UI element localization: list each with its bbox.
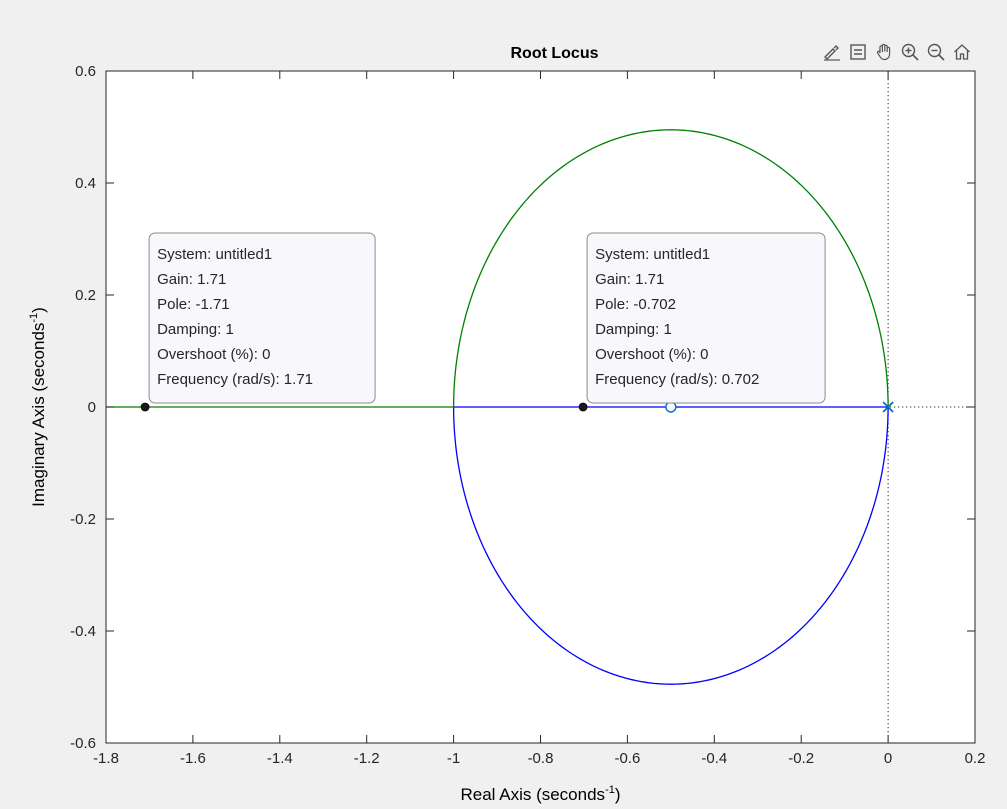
datatip-line-5: Overshoot (%): 0 <box>157 346 270 363</box>
x-tick-label-10: 0.2 <box>965 750 986 767</box>
x-tick-label-1: -1.6 <box>180 750 206 767</box>
zoom-out-icon <box>927 43 945 61</box>
x-tick-label-6: -0.6 <box>614 750 640 767</box>
y-tick-label-5: 0.4 <box>75 175 96 192</box>
locus-branch-1-segment-3 <box>452 406 889 685</box>
datatip-line-3: Pole: -1.71 <box>157 296 230 313</box>
datatip-1: System: untitled1 Gain: 1.71 Pole: -1.71 Da… <box>140 232 376 412</box>
x-tick-label-4: -1 <box>447 750 460 767</box>
brush-button[interactable] <box>820 40 844 64</box>
datatip-line-6: Frequency (rad/s): 1.71 <box>157 371 313 388</box>
zoom-out-button[interactable] <box>924 40 948 64</box>
y-tick-label-3: 0 <box>88 399 96 416</box>
datatip-box <box>586 232 826 404</box>
zoom-in-button[interactable] <box>898 40 922 64</box>
y-tick-label-0: -0.6 <box>70 735 96 752</box>
x-tick-label-8: -0.2 <box>788 750 814 767</box>
datatip-line-2: Gain: 1.71 <box>157 271 226 288</box>
datatip-line-4: Damping: 1 <box>157 321 234 338</box>
y-tick-label-6: 0.6 <box>75 63 96 80</box>
x-tick-label-9: 0 <box>884 750 892 767</box>
datatip-line-3: Pole: -0.702 <box>595 296 676 313</box>
zoom-in-icon <box>901 43 919 61</box>
locus-branch-2-segment-1 <box>452 129 889 408</box>
home-icon <box>954 44 970 60</box>
home-button[interactable] <box>950 40 974 64</box>
brush-icon <box>824 45 840 61</box>
datatip-line-1: System: untitled1 <box>157 246 272 263</box>
x-axis-label: Real Axis (seconds-1) <box>460 784 620 804</box>
y-tick-label-2: -0.2 <box>70 511 96 528</box>
datatip-line-1: System: untitled1 <box>595 246 710 263</box>
datatip-2: System: untitled1 Gain: 1.71 Pole: -0.702 D… <box>578 232 826 412</box>
datatip-line-2: Gain: 1.71 <box>595 271 664 288</box>
y-tick-label-1: -0.4 <box>70 623 96 640</box>
datatip-line-5: Overshoot (%): 0 <box>595 346 708 363</box>
y-tick-label-4: 0.2 <box>75 287 96 304</box>
datatip-icon <box>850 44 866 60</box>
datatip-line-4: Damping: 1 <box>595 321 672 338</box>
x-tick-label-2: -1.4 <box>267 750 293 767</box>
datatip-marker <box>140 402 150 412</box>
x-tick-label-0: -1.8 <box>93 750 119 767</box>
datatip-box <box>148 232 376 404</box>
pan-hand-icon <box>876 43 891 61</box>
y-axis-label: Imaginary Axis (seconds-1) <box>28 307 48 507</box>
chart-title: Root Locus <box>511 45 599 62</box>
x-tick-label-3: -1.2 <box>354 750 380 767</box>
pan-button[interactable] <box>872 40 896 64</box>
datatip-line-6: Frequency (rad/s): 0.702 <box>595 371 759 388</box>
pole-marker-1 <box>882 401 894 413</box>
x-tick-label-7: -0.4 <box>701 750 727 767</box>
datatip-button[interactable] <box>846 40 870 64</box>
datatip-marker <box>578 402 588 412</box>
x-tick-label-5: -0.8 <box>528 750 554 767</box>
axes-toolbar <box>820 40 974 66</box>
